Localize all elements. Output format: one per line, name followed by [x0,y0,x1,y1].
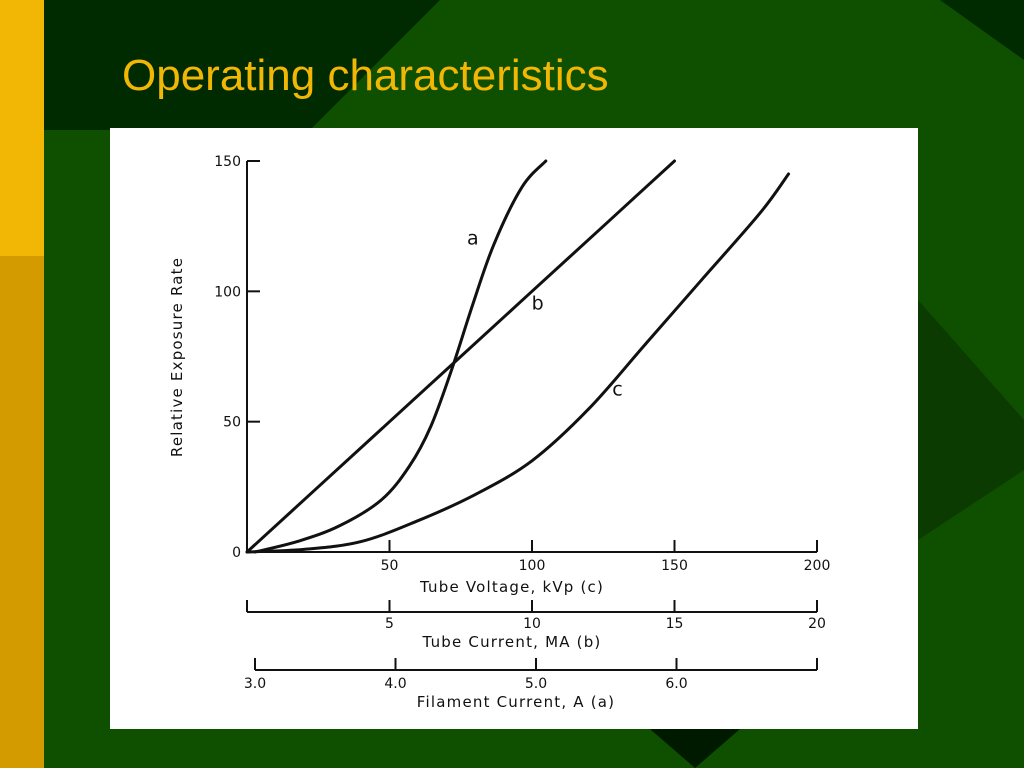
series-curve-a [253,159,548,554]
dark-band-bottom [650,729,740,768]
series-curve-c [245,172,790,554]
y-tick-label: 150 [214,154,241,170]
x-axis-title-a: Filament Current, A (a) [417,693,615,711]
dark-band-top-right [940,0,1024,60]
x-tick-label-c: 150 [661,558,688,574]
figure-panel: 0 50 100 150 Relative Exposure Rate 50 100 150 2… [110,128,918,729]
x-tick-label-a: 4.0 [384,676,406,692]
series-curve-b [245,159,676,554]
series-label-a: a [467,227,479,249]
x-tick-label-b: 15 [666,616,684,632]
dark-band-top [44,0,440,130]
left-bar-top [0,0,44,256]
x-tick-label-a: 6.0 [665,676,687,692]
y-axis-title: Relative Exposure Rate [168,257,186,457]
dark-band-right [918,300,1024,540]
operating-characteristics-chart: 0 50 100 150 Relative Exposure Rate 50 100 150 2… [168,154,831,711]
series-label-c: c [612,379,622,401]
x-tick-label-a: 3.0 [244,676,266,692]
x-tick-label-b: 5 [385,616,394,632]
x-tick-label-c: 200 [804,558,831,574]
y-tick-label: 0 [232,545,241,561]
x-axis-title-c: Tube Voltage, kVp (c) [419,578,604,596]
x-tick-label-b: 20 [808,616,826,632]
x-axis-title-b: Tube Current, MA (b) [422,633,602,651]
y-tick-label: 100 [214,284,241,300]
series-label-b: b [532,293,544,315]
x-tick-label-c: 50 [381,558,399,574]
left-bar-bottom [0,256,44,768]
x-tick-label-a: 5.0 [525,676,547,692]
y-tick-label: 50 [223,415,241,431]
slide-title: Operating characteristics [122,51,609,100]
x-tick-label-c: 100 [519,558,546,574]
x-tick-label-b: 10 [523,616,541,632]
